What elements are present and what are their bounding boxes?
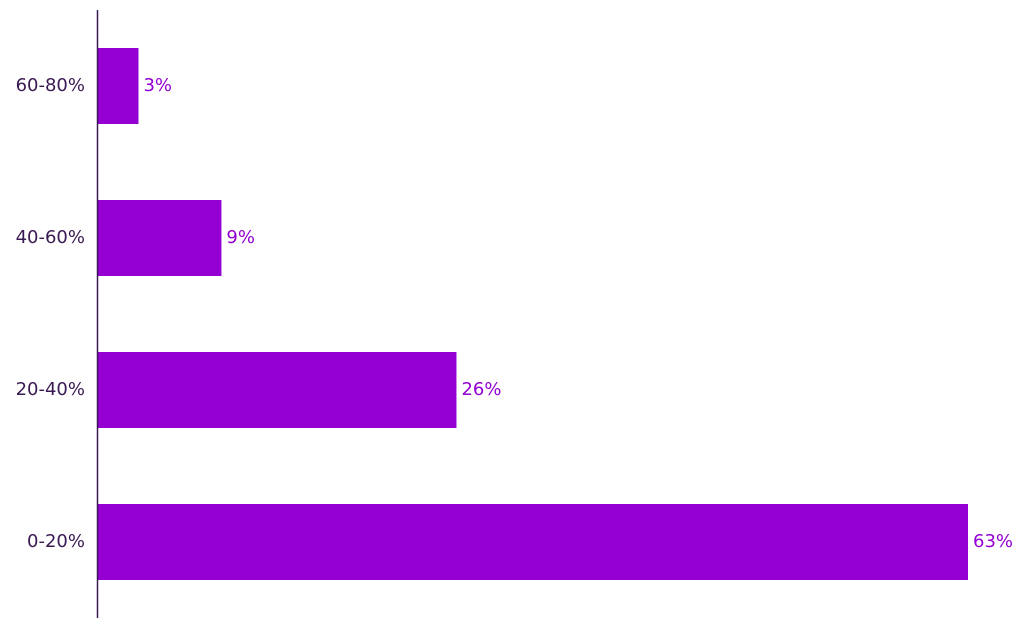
- bars-layer: [97, 48, 968, 580]
- value-label: 3%: [143, 75, 172, 96]
- category-label: 40-60%: [16, 227, 85, 248]
- bar-60-80%: [97, 48, 139, 124]
- category-label: 0-20%: [27, 531, 85, 552]
- value-label: 63%: [973, 531, 1013, 552]
- value-label: 26%: [461, 379, 501, 400]
- category-labels: 60-80% 40-60% 20-40% 0-20%: [16, 75, 85, 552]
- category-label: 60-80%: [16, 75, 85, 96]
- category-label: 20-40%: [16, 379, 85, 400]
- bar-20-40%: [97, 352, 457, 428]
- bar-40-60%: [97, 200, 222, 276]
- bar-0-20%: [97, 504, 968, 580]
- value-label: 9%: [226, 227, 255, 248]
- value-labels: 3% 9% 26% 63%: [143, 75, 1013, 552]
